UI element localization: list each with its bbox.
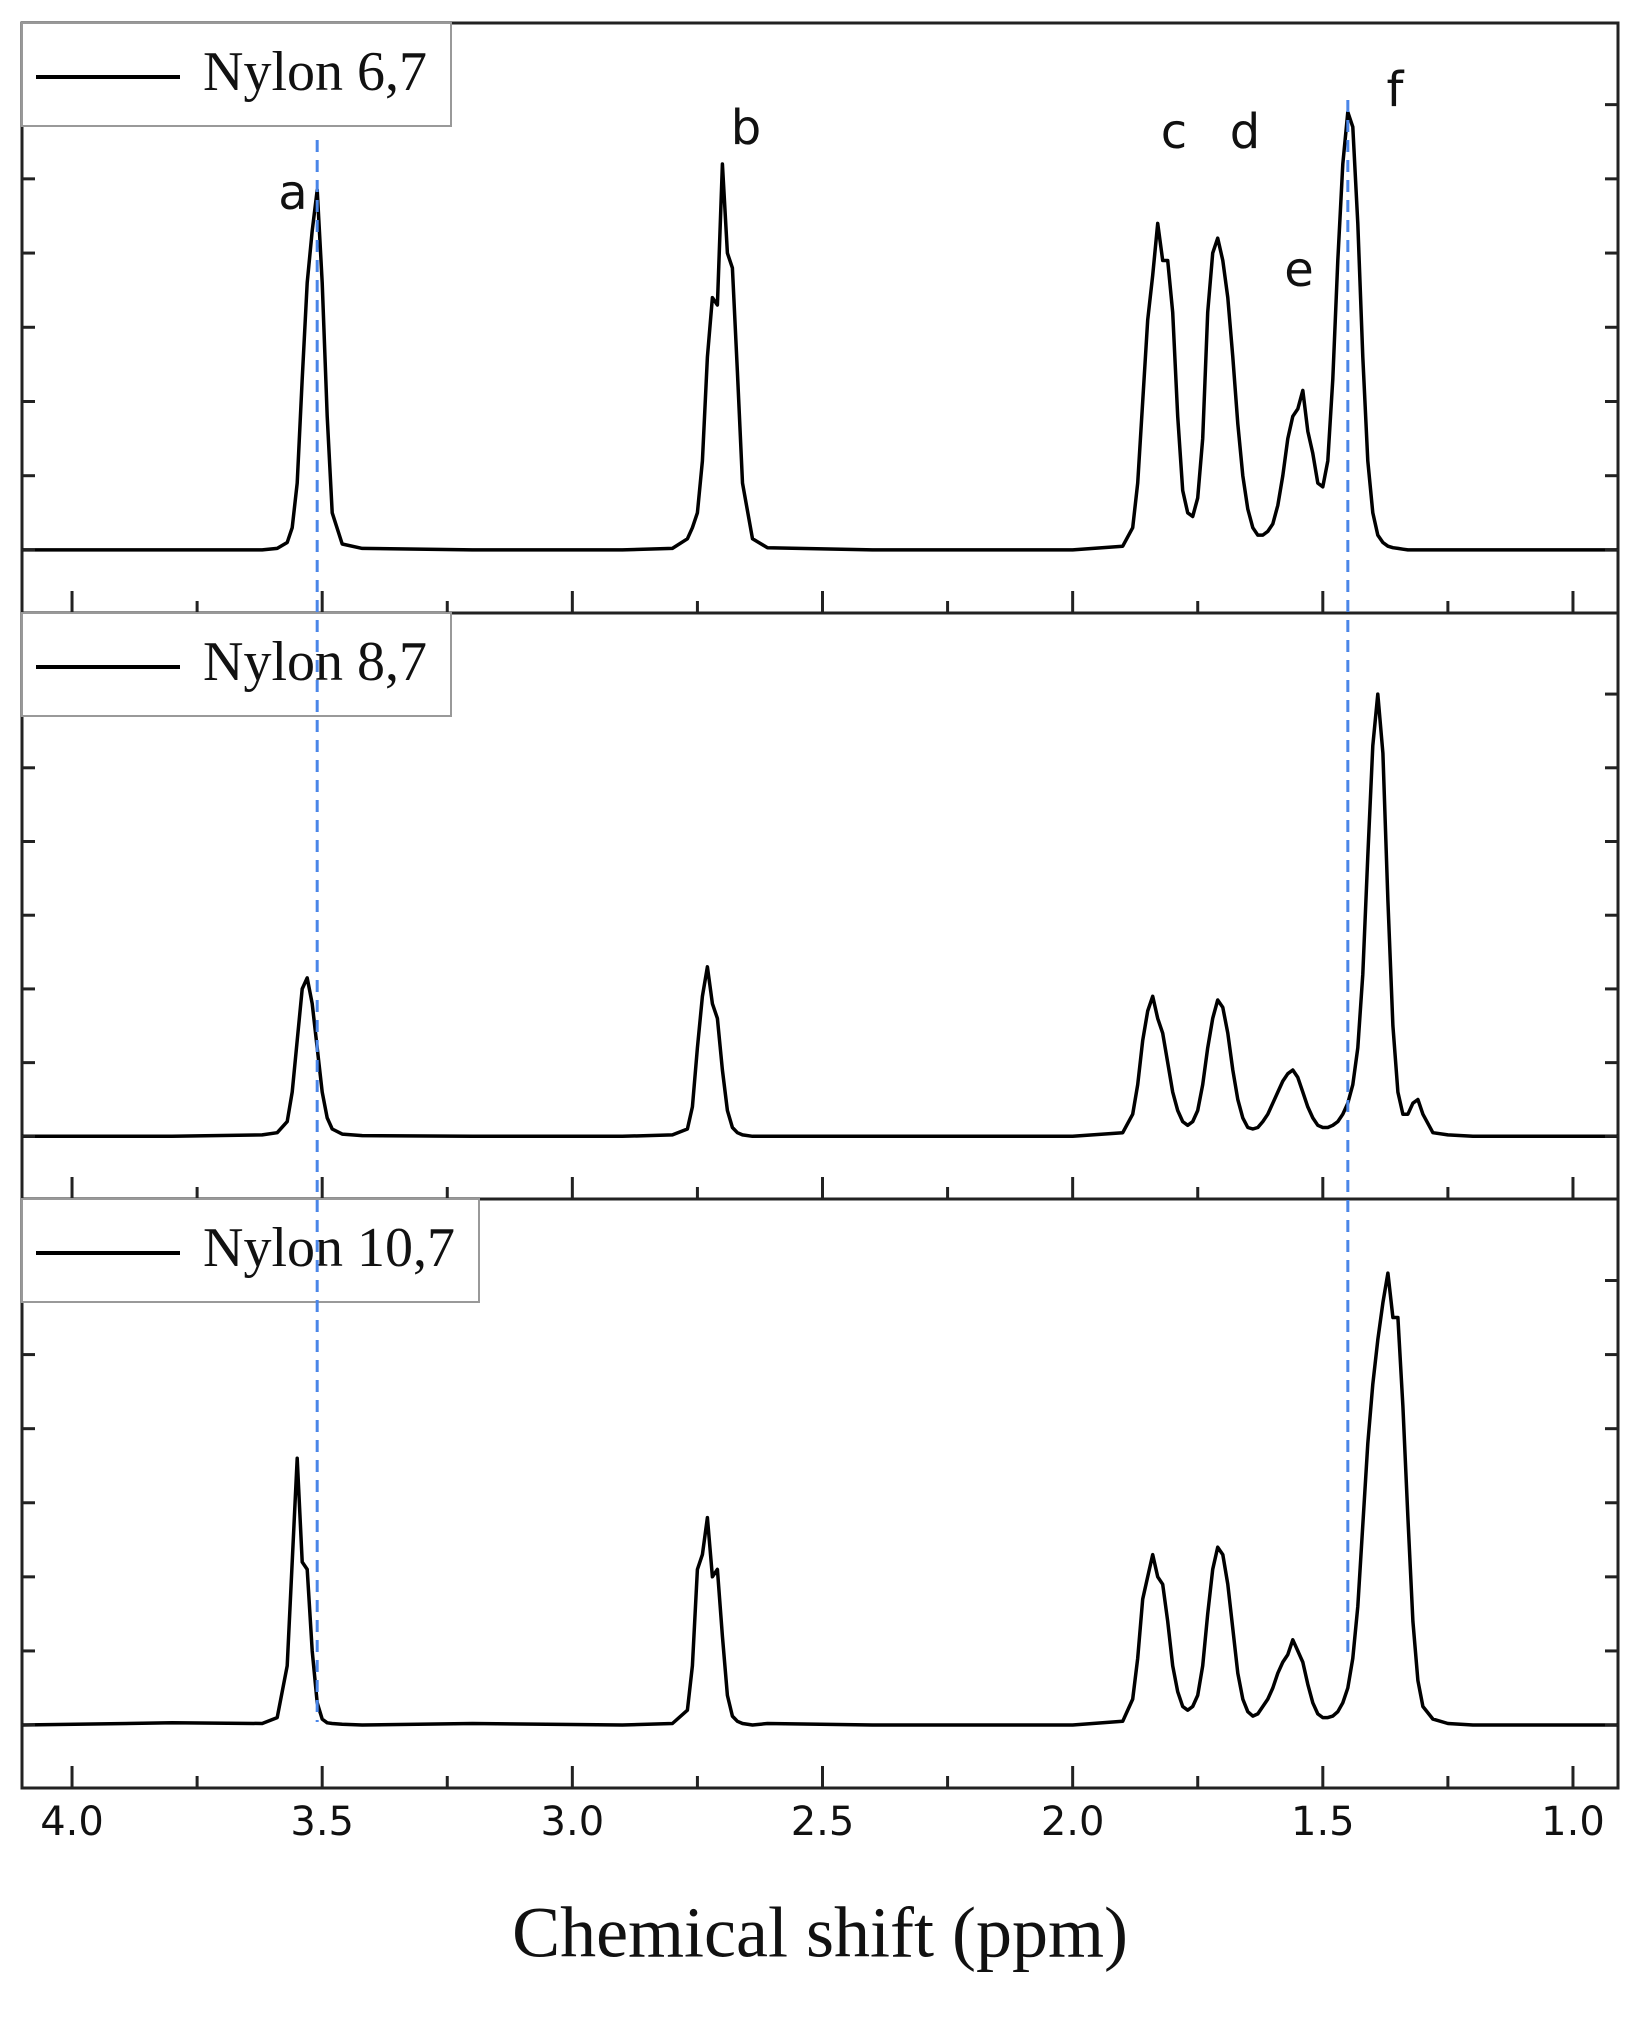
x-tick-label: 2.0	[1041, 1799, 1105, 1845]
x-tick-label: 2.5	[791, 1799, 855, 1845]
legend: Nylon 6,7	[21, 22, 452, 127]
peak-label: c	[1161, 104, 1187, 160]
spectrum-line	[21, 1271, 1618, 1727]
legend-box	[21, 22, 452, 127]
peak-label: b	[731, 100, 761, 156]
peak-label: d	[1230, 104, 1260, 160]
legend-label: Nylon 6,7	[203, 41, 427, 103]
legend-label: Nylon 8,7	[203, 631, 427, 693]
x-tick-label: 3.0	[541, 1799, 605, 1845]
peak-label: f	[1387, 62, 1405, 118]
x-tick-label: 4.0	[40, 1799, 104, 1845]
peak-label: e	[1284, 242, 1314, 298]
x-tick-label: 1.0	[1541, 1799, 1605, 1845]
spectrum-line	[22, 110, 1618, 552]
plot-frame	[20, 1197, 1620, 1790]
x-tick-label: 3.5	[290, 1799, 354, 1845]
legend-box	[21, 612, 452, 717]
peak-label: a	[278, 165, 307, 221]
legend-label: Nylon 10,7	[203, 1217, 455, 1279]
legend-box	[21, 1198, 480, 1303]
legend: Nylon 10,7	[21, 1198, 480, 1303]
legend: Nylon 8,7	[21, 612, 452, 717]
spectrum-line	[22, 692, 1618, 1139]
x-axis-label: Chemical shift (ppm)	[512, 1893, 1128, 1973]
x-tick-label: 1.5	[1291, 1799, 1355, 1845]
